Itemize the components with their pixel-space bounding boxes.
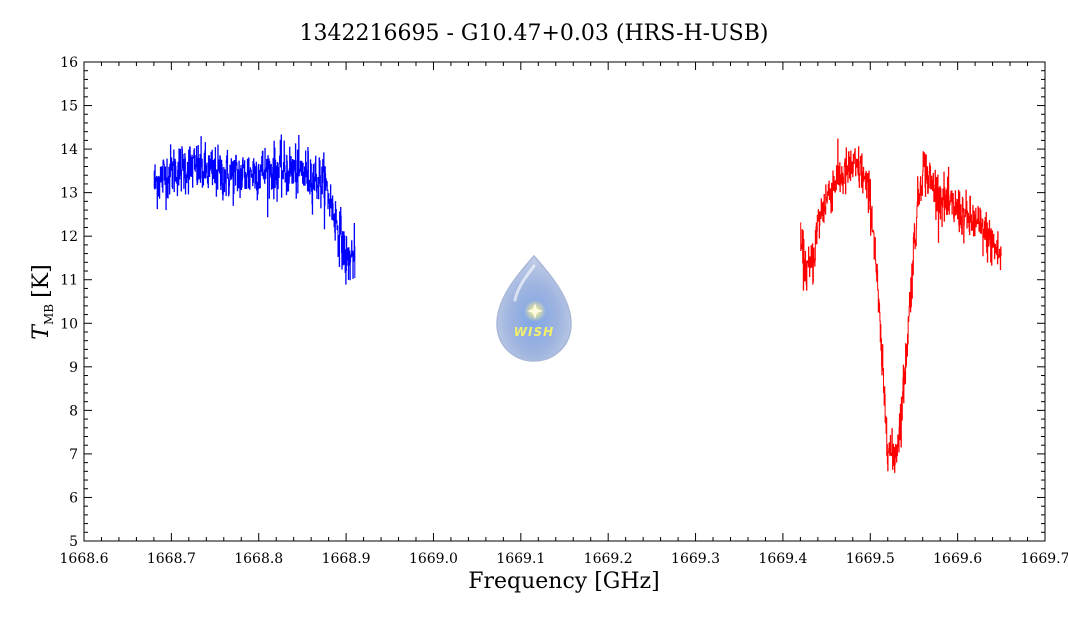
y-tick-label: 9 bbox=[69, 360, 78, 376]
plot-frame bbox=[83, 61, 1046, 542]
axis-ticks bbox=[83, 61, 1046, 542]
x-tick-label: 1669.3 bbox=[671, 551, 720, 567]
y-tick-label: 11 bbox=[60, 273, 78, 289]
x-tick-label: 1669.4 bbox=[758, 551, 807, 567]
y-tick-label: 7 bbox=[69, 447, 78, 463]
y-tick-label: 15 bbox=[60, 99, 78, 115]
x-axis-label: Frequency [GHz] bbox=[468, 569, 660, 594]
svg-text:TMB[K]: TMB [K] bbox=[29, 264, 56, 339]
y-tick-label: 8 bbox=[69, 403, 78, 419]
x-tick-labels: 1668.6 1668.7 1668.8 1668.9 1669.0 1669.1 1669… bbox=[60, 551, 1068, 567]
y-tick-label: 6 bbox=[69, 490, 78, 506]
y-tick-label: 12 bbox=[60, 229, 78, 245]
x-tick-label: 1669.1 bbox=[496, 551, 545, 567]
x-tick-label: 1669.5 bbox=[846, 551, 895, 567]
y-tick-label: 10 bbox=[60, 316, 78, 332]
x-tick-label: 1669.6 bbox=[933, 551, 982, 567]
y-tick-label: 16 bbox=[60, 55, 78, 71]
y-tick-label: 5 bbox=[69, 534, 78, 550]
y-axis-label-unit: [K] bbox=[29, 264, 54, 298]
plot-area bbox=[153, 134, 1002, 473]
x-tick-label: 1669.7 bbox=[1021, 551, 1068, 567]
x-tick-label: 1668.6 bbox=[60, 551, 109, 567]
x-tick-label: 1668.8 bbox=[234, 551, 283, 567]
x-tick-label: 1669.2 bbox=[584, 551, 633, 567]
chart-title: 1342216695 - G10.47+0.03 (HRS-H-USB) bbox=[300, 21, 769, 46]
x-tick-label: 1668.7 bbox=[147, 551, 196, 567]
y-tick-label: 13 bbox=[60, 186, 78, 202]
logo-text: WISH bbox=[514, 325, 554, 339]
y-tick-label: 14 bbox=[60, 142, 78, 158]
spectrum-series-1 bbox=[153, 134, 356, 285]
y-axis-label: TMB [K] bbox=[29, 264, 56, 339]
x-tick-label: 1668.9 bbox=[322, 551, 371, 567]
y-axis-label-subscript: MB bbox=[42, 304, 56, 325]
wish-logo: WISH bbox=[496, 254, 572, 362]
x-tick-label: 1669.0 bbox=[409, 551, 458, 567]
spectrum-series-2 bbox=[800, 138, 1002, 473]
y-axis-label-main: T bbox=[29, 323, 54, 340]
y-tick-labels: 5 6 7 8 9 10 11 12 13 14 15 16 bbox=[60, 55, 78, 550]
